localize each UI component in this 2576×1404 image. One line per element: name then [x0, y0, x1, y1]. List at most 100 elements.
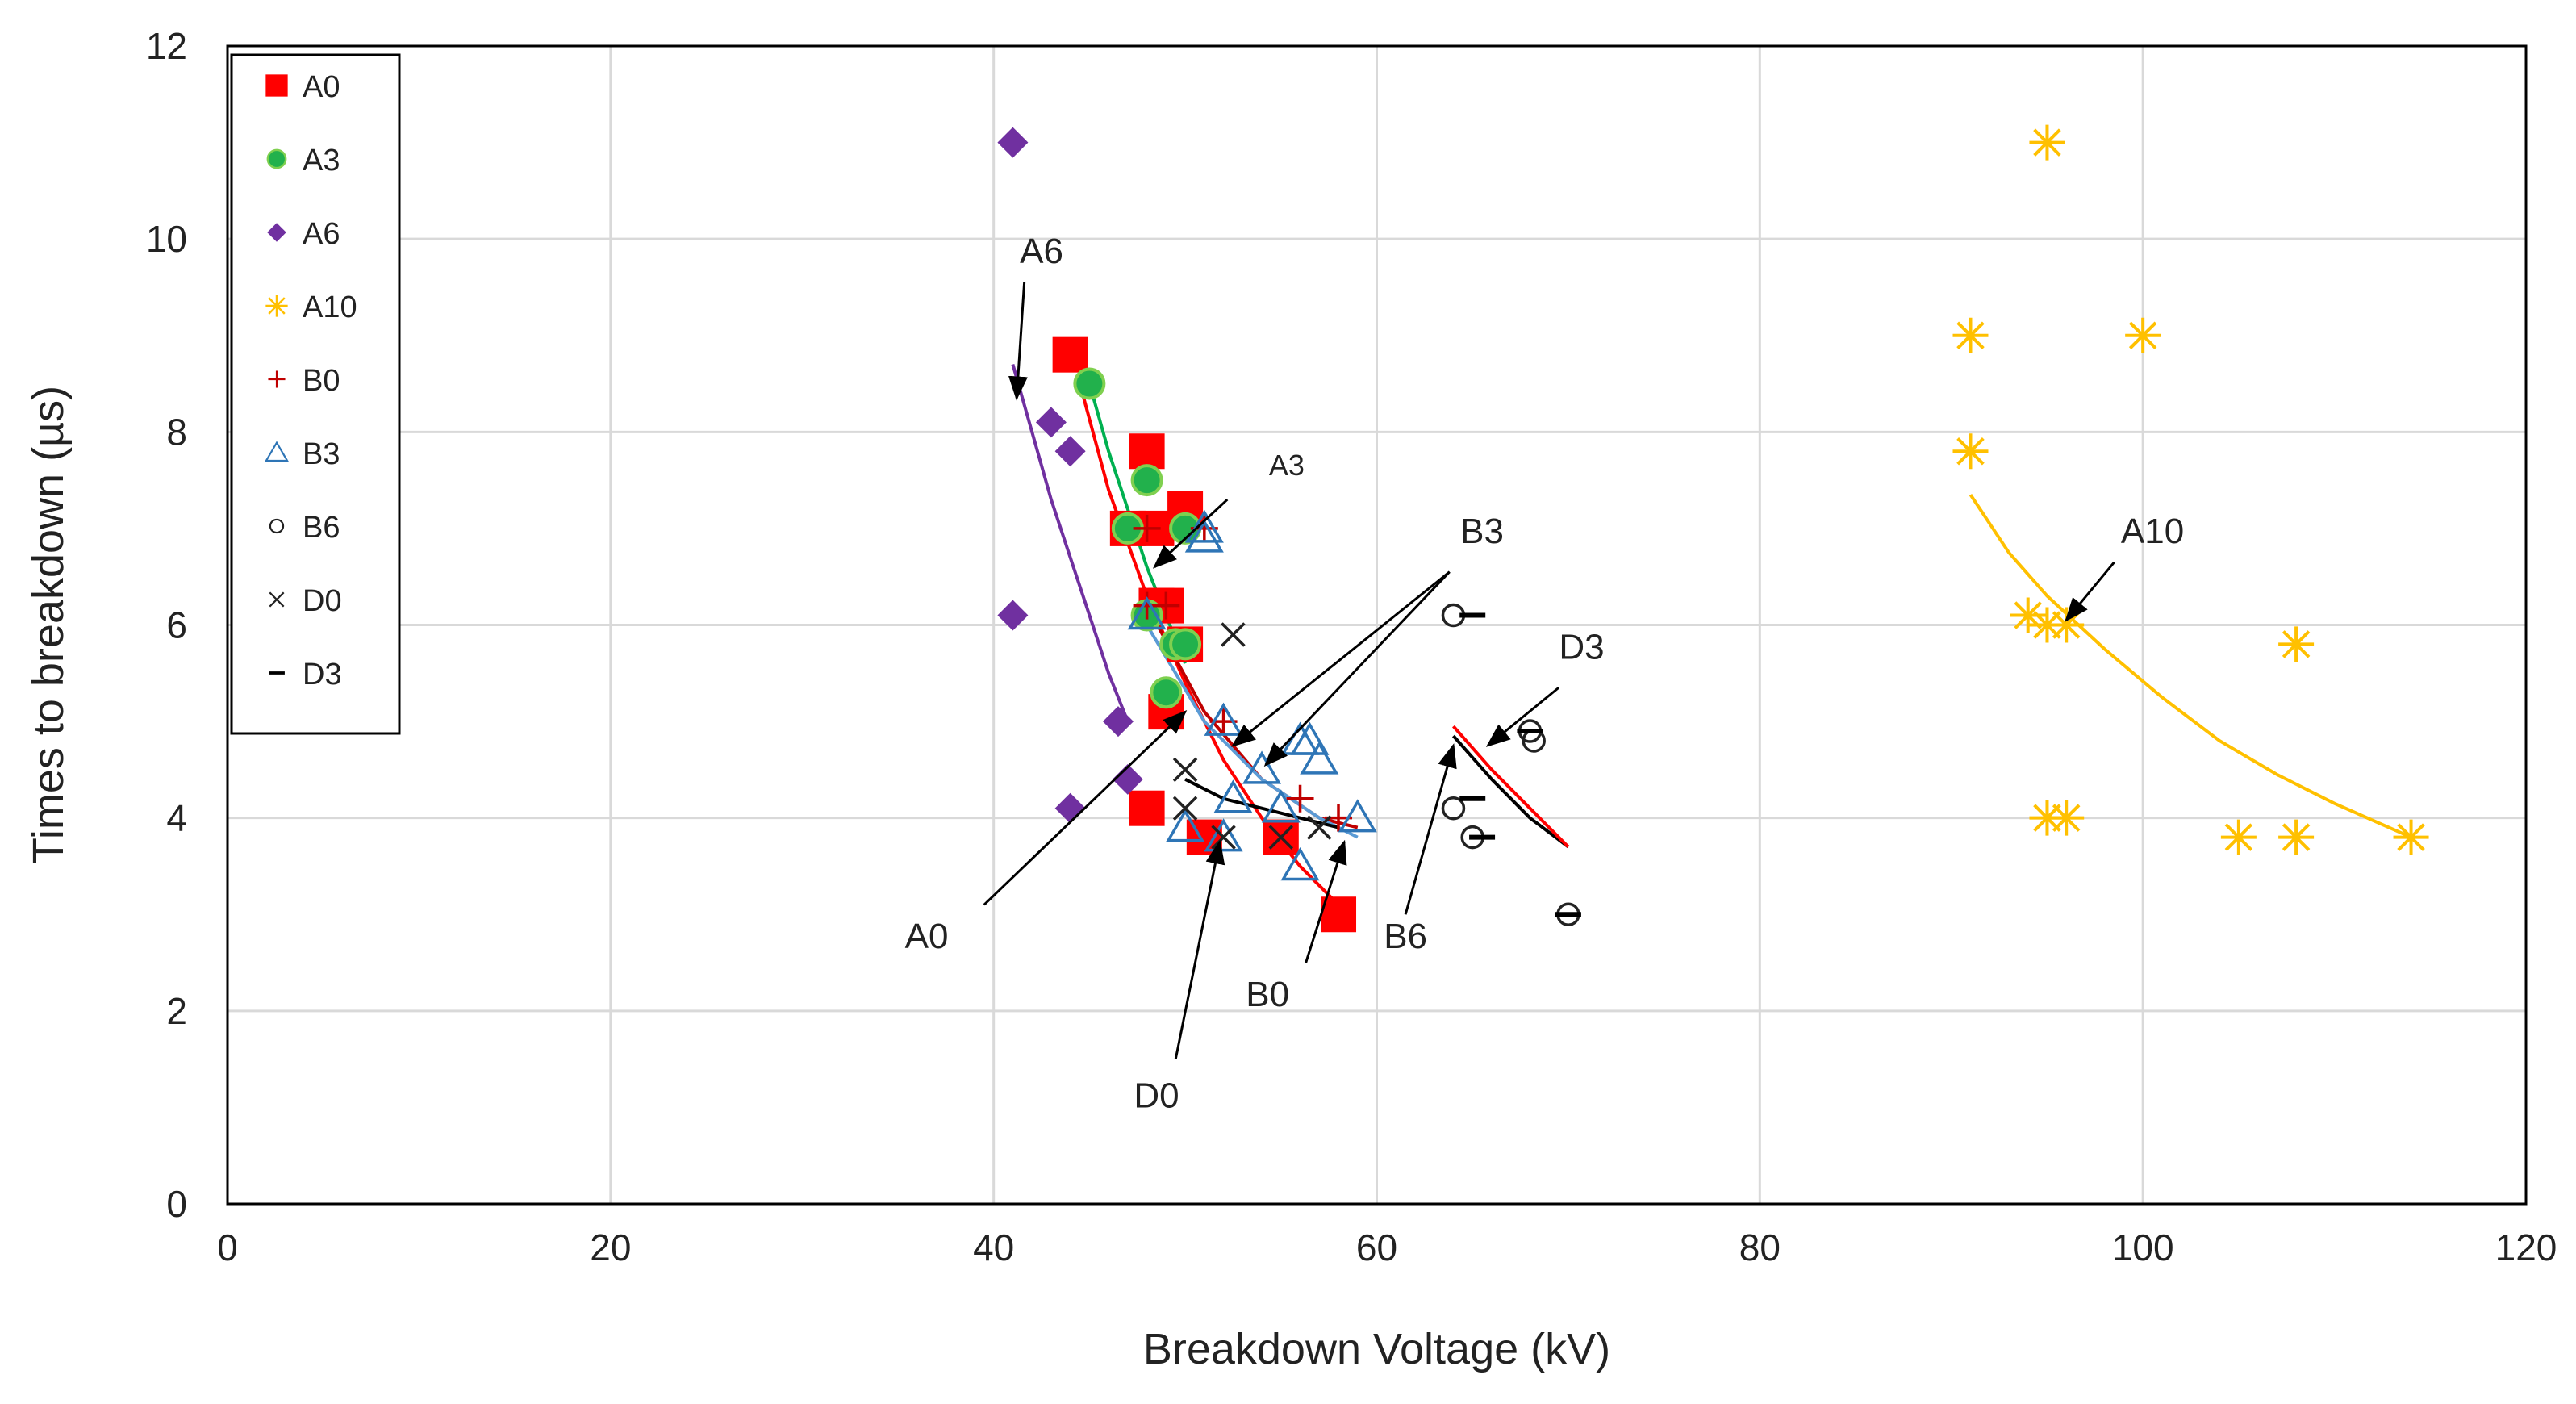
- triangle-marker: [1300, 741, 1339, 775]
- y-axis-title: Times to breakdown (µs): [24, 386, 73, 864]
- legend-label-b6: B6: [303, 511, 340, 545]
- series-d3: [1459, 612, 1581, 917]
- data-point-a10: [2010, 597, 2046, 633]
- data-point-b3: [1166, 809, 1205, 842]
- x-axis-title: Breakdown Voltage (kV): [1143, 1325, 1610, 1373]
- triangle-marker: [1213, 779, 1253, 813]
- annotation-arrow-b6: [1404, 743, 1457, 915]
- legend-marker-b0: [268, 370, 286, 388]
- data-point-a10: [2029, 124, 2065, 161]
- triangle-marker: [1261, 789, 1301, 823]
- legend-label-b3: B3: [303, 437, 340, 471]
- data-point-b0: [1133, 514, 1161, 542]
- triangle-marker: [1338, 799, 1377, 833]
- open-circle-marker: [269, 518, 285, 534]
- circle-marker: [1130, 464, 1163, 497]
- diamond-marker: [1054, 436, 1086, 467]
- trendline-b6: [1452, 725, 1570, 848]
- triangle-marker: [1127, 596, 1167, 630]
- y-tick-label: 10: [146, 218, 187, 260]
- data-point-a3: [1150, 676, 1183, 709]
- series-a3: [1073, 367, 1202, 709]
- x-tick-label: 0: [217, 1226, 238, 1268]
- data-point-a10: [1952, 433, 1989, 470]
- annotation-arrow-b0: [1305, 839, 1347, 963]
- circle-marker: [1073, 367, 1106, 400]
- data-point-b0: [1152, 591, 1180, 620]
- trendline-d3: [1452, 734, 1570, 849]
- diamond-marker: [997, 600, 1029, 631]
- legend-label-a3: A3: [303, 144, 340, 178]
- series-a10: [1952, 124, 2429, 855]
- annotation-arrow-b3: [1263, 570, 1451, 767]
- legend-marker-b6: [269, 518, 285, 534]
- legend-marker-a6: [267, 223, 286, 242]
- annotations: A6 A3 B3 A10 D3 A0 D0 B0 B6: [905, 232, 2185, 1115]
- annotation-arrow-d0: [1174, 839, 1225, 1059]
- x-stroke: [1172, 796, 1198, 821]
- data-point-b3: [1242, 750, 1282, 784]
- annotation-label-b6: B6: [1384, 917, 1427, 956]
- data-markers: [997, 124, 2429, 933]
- diamond-marker: [1102, 706, 1134, 738]
- data-point-b3: [1127, 596, 1167, 630]
- triangle-marker: [1242, 750, 1282, 784]
- annotation-arrow-a6: [1008, 282, 1028, 401]
- data-point-d0: [1172, 757, 1198, 783]
- y-tick-label: 0: [166, 1183, 187, 1225]
- annotation-arrow-d3: [1485, 687, 1559, 747]
- data-point-d0: [1172, 796, 1198, 821]
- annotation-label-b0: B0: [1246, 975, 1289, 1014]
- legend-label-a0: A0: [303, 70, 340, 104]
- legend-label-b0: B0: [303, 364, 340, 398]
- square-marker: [1129, 790, 1165, 826]
- data-point-b3: [1261, 789, 1301, 823]
- annotation-arrow-a3: [1152, 498, 1229, 569]
- annotation-label-a0: A0: [905, 917, 949, 956]
- data-point-d0: [1221, 622, 1246, 647]
- plot-frame: [226, 44, 2528, 1206]
- annotation-arrow-a0: [983, 710, 1188, 906]
- data-point-a3: [1073, 367, 1106, 400]
- diamond-marker: [997, 127, 1029, 158]
- triangle-marker: [1204, 702, 1243, 736]
- data-point-b3: [1290, 721, 1330, 755]
- data-point-a10: [2278, 819, 2315, 855]
- data-point-a6: [1102, 706, 1134, 738]
- trendline-a10: [1969, 493, 2412, 839]
- diamond-marker: [1112, 763, 1143, 795]
- triangle-marker: [1280, 846, 1320, 881]
- triangle-marker: [1290, 721, 1330, 755]
- annotation-label-a3: A3: [1269, 449, 1305, 482]
- annotation-arrow-a10: [2065, 561, 2115, 622]
- legend-marker-a3: [266, 148, 287, 169]
- diamond-marker: [1035, 407, 1067, 438]
- x-stroke: [1307, 815, 1332, 840]
- data-point-a10: [2393, 819, 2429, 855]
- data-point-b3: [1280, 846, 1320, 881]
- annotation-label-a10: A10: [2121, 512, 2184, 551]
- x-tick-label: 40: [973, 1226, 1014, 1268]
- data-point-a6: [1054, 436, 1086, 467]
- legend-label-a10: A10: [303, 290, 357, 324]
- data-point-a10: [1952, 317, 1989, 353]
- data-point-a0: [1052, 336, 1088, 373]
- data-point-b3: [1184, 509, 1224, 543]
- data-point-b0: [1286, 784, 1314, 813]
- data-point-d0: [1268, 825, 1294, 850]
- y-tick-label: 2: [166, 990, 187, 1032]
- square-marker: [1052, 336, 1088, 373]
- x-tick-label: 60: [1356, 1226, 1397, 1268]
- series-d0: [1172, 622, 1332, 850]
- data-point-a3: [1169, 628, 1202, 661]
- x-stroke: [269, 591, 285, 608]
- legend-box: [230, 53, 401, 735]
- data-point-a3: [1130, 464, 1163, 497]
- annotation-label-d0: D0: [1134, 1076, 1179, 1115]
- triangle-marker: [265, 441, 289, 462]
- legend-marker-a10: [265, 295, 288, 317]
- data-point-a0: [1129, 790, 1165, 826]
- square-marker: [1321, 896, 1357, 933]
- data-point-a6: [997, 127, 1029, 158]
